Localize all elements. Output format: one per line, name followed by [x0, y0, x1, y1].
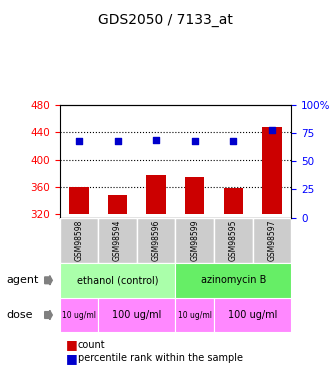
Text: ■: ■: [66, 352, 78, 364]
Point: [154, 137, 159, 143]
FancyBboxPatch shape: [175, 262, 291, 298]
Bar: [224, 188, 243, 214]
Text: percentile rank within the sample: percentile rank within the sample: [78, 353, 243, 363]
Text: GSM98597: GSM98597: [267, 219, 276, 261]
Text: ■: ■: [66, 339, 78, 351]
FancyBboxPatch shape: [98, 217, 137, 262]
Bar: [146, 174, 166, 214]
Text: GSM98598: GSM98598: [74, 219, 83, 261]
FancyBboxPatch shape: [175, 217, 214, 262]
Text: dose: dose: [7, 310, 33, 320]
Text: azinomycin B: azinomycin B: [201, 275, 266, 285]
FancyBboxPatch shape: [137, 217, 175, 262]
Text: GSM98596: GSM98596: [152, 219, 161, 261]
Point: [76, 138, 81, 144]
Text: GSM98594: GSM98594: [113, 219, 122, 261]
Text: agent: agent: [7, 275, 39, 285]
Point: [269, 127, 275, 133]
FancyBboxPatch shape: [60, 217, 98, 262]
Text: 10 ug/ml: 10 ug/ml: [178, 310, 212, 320]
Text: GSM98599: GSM98599: [190, 219, 199, 261]
Point: [231, 138, 236, 144]
Bar: [108, 195, 127, 214]
FancyBboxPatch shape: [98, 298, 175, 332]
FancyBboxPatch shape: [253, 217, 291, 262]
Text: 10 ug/ml: 10 ug/ml: [62, 310, 96, 320]
Text: ethanol (control): ethanol (control): [77, 275, 158, 285]
FancyBboxPatch shape: [175, 298, 214, 332]
Text: count: count: [78, 340, 105, 350]
FancyBboxPatch shape: [214, 298, 291, 332]
Bar: [69, 187, 88, 214]
Point: [192, 138, 197, 144]
Text: GSM98595: GSM98595: [229, 219, 238, 261]
Bar: [262, 127, 282, 214]
FancyBboxPatch shape: [60, 298, 98, 332]
FancyBboxPatch shape: [60, 262, 175, 298]
FancyBboxPatch shape: [214, 217, 253, 262]
Point: [115, 138, 120, 144]
Bar: [185, 177, 204, 214]
Text: 100 ug/ml: 100 ug/ml: [112, 310, 162, 320]
Text: GDS2050 / 7133_at: GDS2050 / 7133_at: [98, 13, 233, 27]
Text: 100 ug/ml: 100 ug/ml: [228, 310, 277, 320]
